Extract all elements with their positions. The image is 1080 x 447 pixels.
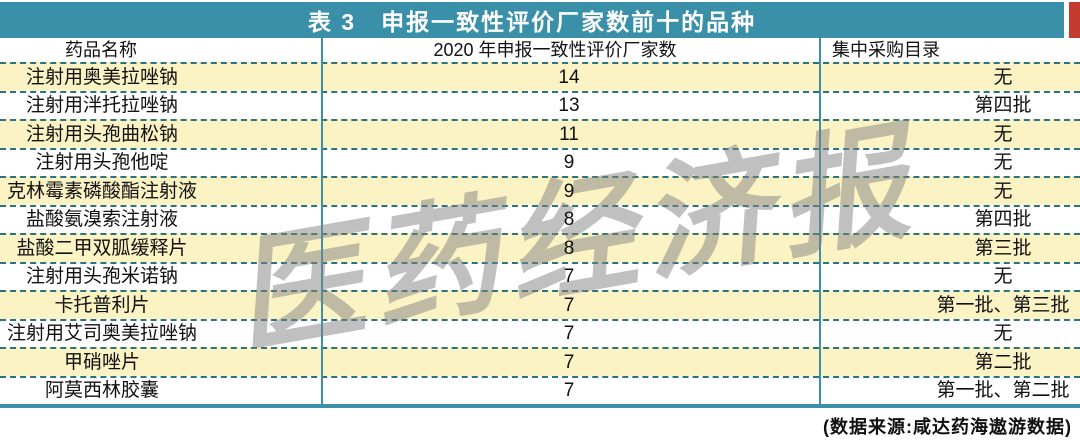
manufacturer-count-cell: 7 [563, 323, 575, 345]
drug-name-cell: 注射用艾司奥美拉唑钠 [6, 323, 197, 345]
drug-name-cell: 注射用泮托拉唑钠 [25, 95, 178, 117]
table-row: 注射用头孢曲松钠 11 无 [0, 119, 1080, 148]
table-row: 注射用奥美拉唑钠 14 无 [0, 62, 1080, 91]
page-edge-strip [1069, 2, 1080, 38]
manufacturer-count-cell: 7 [563, 294, 575, 316]
table-row: 甲硝唑片 7 第二批 [0, 347, 1080, 376]
column-divider-2 [819, 38, 821, 404]
table-row: 盐酸二甲双胍缓释片 8 第三批 [0, 233, 1080, 262]
table-row: 注射用泮托拉唑钠 13 第四批 [0, 90, 1080, 119]
drug-name-cell: 甲硝唑片 [63, 351, 140, 373]
manufacturer-count-cell: 8 [563, 209, 575, 231]
table-body: 注射用奥美拉唑钠 14 无 注射用泮托拉唑钠 13 第四批 注射用头孢曲松钠 1… [0, 62, 1080, 404]
drug-name-cell: 注射用头孢曲松钠 [25, 123, 178, 145]
drug-name-cell: 克林霉素磷酸酯注射液 [6, 180, 197, 202]
drug-name-cell: 阿莫西林胶囊 [44, 380, 159, 402]
procurement-catalog-cell: 无 [993, 266, 1013, 288]
table-bottom-border [0, 404, 1080, 408]
drug-name-cell: 盐酸二甲双胍缓释片 [16, 237, 188, 259]
manufacturer-count-cell: 7 [563, 380, 575, 402]
procurement-catalog-cell: 第四批 [974, 95, 1032, 117]
table-row: 注射用头孢米诺钠 7 无 [0, 261, 1080, 290]
manufacturer-count-cell: 9 [563, 180, 575, 202]
procurement-catalog-cell: 第一批、第三批 [936, 294, 1070, 316]
table-row: 注射用艾司奥美拉唑钠 7 无 [0, 318, 1080, 347]
procurement-catalog-cell: 第二批 [974, 351, 1032, 373]
table-header-row: 药品名称 2020 年申报一致性评价厂家数 集中采购目录 [0, 38, 1080, 62]
procurement-catalog-cell: 无 [993, 180, 1013, 202]
manufacturer-count-cell: 7 [563, 266, 575, 288]
drug-name-cell: 注射用头孢他啶 [35, 152, 169, 174]
manufacturer-count-cell: 8 [563, 237, 575, 259]
procurement-catalog-cell: 第一批、第二批 [936, 380, 1070, 402]
drug-name-cell: 盐酸氨溴索注射液 [25, 209, 178, 231]
drug-name-cell: 注射用奥美拉唑钠 [25, 66, 178, 88]
data-table: 药品名称 2020 年申报一致性评价厂家数 集中采购目录 注射用奥美拉唑钠 14… [0, 38, 1080, 404]
column-header-drug-name: 药品名称 [65, 40, 137, 60]
table-row: 盐酸氨溴索注射液 8 第四批 [0, 204, 1080, 233]
data-source-note: (数据来源:咸达药海遨游数据) [823, 417, 1072, 437]
manufacturer-count-cell: 11 [559, 123, 579, 145]
procurement-catalog-cell: 无 [993, 123, 1013, 145]
column-header-procurement-catalog: 集中采购目录 [832, 40, 940, 60]
manufacturer-count-cell: 13 [558, 95, 580, 117]
table-row: 克林霉素磷酸酯注射液 9 无 [0, 176, 1080, 205]
table-row: 卡托普利片 7 第一批、第三批 [0, 290, 1080, 319]
table-row: 注射用头孢他啶 9 无 [0, 147, 1080, 176]
procurement-catalog-cell: 无 [993, 152, 1013, 174]
table-row: 阿莫西林胶囊 7 第一批、第二批 [0, 375, 1080, 404]
procurement-catalog-cell: 无 [993, 323, 1013, 345]
manufacturer-count-cell: 7 [563, 351, 575, 373]
table-title: 表 3 申报一致性评价厂家数前十的品种 [307, 9, 757, 35]
procurement-catalog-cell: 第三批 [974, 237, 1032, 259]
manufacturer-count-cell: 9 [563, 152, 575, 174]
drug-name-cell: 卡托普利片 [54, 294, 150, 316]
procurement-catalog-cell: 无 [993, 66, 1013, 88]
table-title-bar: 表 3 申报一致性评价厂家数前十的品种 [0, 2, 1064, 38]
column-header-manufacturer-count: 2020 年申报一致性评价厂家数 [433, 40, 677, 60]
manufacturer-count-cell: 14 [558, 66, 580, 88]
procurement-catalog-cell: 第四批 [974, 209, 1032, 231]
column-divider-1 [321, 38, 323, 404]
drug-name-cell: 注射用头孢米诺钠 [25, 266, 178, 288]
